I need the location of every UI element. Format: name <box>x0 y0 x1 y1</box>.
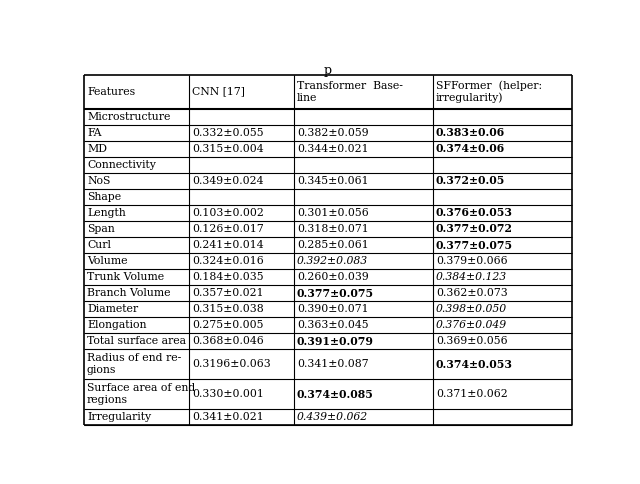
Text: Length: Length <box>87 208 125 218</box>
Text: 0.382±0.059: 0.382±0.059 <box>297 128 369 137</box>
Text: 0.377±0.075: 0.377±0.075 <box>436 240 513 251</box>
Text: 0.363±0.045: 0.363±0.045 <box>297 320 369 331</box>
Text: SFFormer  (helper:
irregularity): SFFormer (helper: irregularity) <box>436 80 542 103</box>
Text: Elongation: Elongation <box>87 320 147 331</box>
Text: 0.377±0.072: 0.377±0.072 <box>436 224 513 234</box>
Text: Microstructure: Microstructure <box>87 111 170 121</box>
Text: Shape: Shape <box>87 192 121 202</box>
Text: Trunk Volume: Trunk Volume <box>87 272 164 282</box>
Text: Curl: Curl <box>87 240 111 250</box>
Text: 0.383±0.06: 0.383±0.06 <box>436 127 505 138</box>
Text: 0.376±0.049: 0.376±0.049 <box>436 320 507 331</box>
Text: 0.260±0.039: 0.260±0.039 <box>297 272 369 282</box>
Text: 0.341±0.021: 0.341±0.021 <box>192 412 264 422</box>
Text: Connectivity: Connectivity <box>87 160 156 170</box>
Text: 0.3196±0.063: 0.3196±0.063 <box>192 359 271 369</box>
Text: Volume: Volume <box>87 256 127 266</box>
Text: 0.368±0.046: 0.368±0.046 <box>192 336 264 347</box>
Text: 0.341±0.087: 0.341±0.087 <box>297 359 369 369</box>
Text: 0.318±0.071: 0.318±0.071 <box>297 224 369 234</box>
Text: 0.439±0.062: 0.439±0.062 <box>297 412 368 422</box>
Text: FA: FA <box>87 128 102 137</box>
Text: 0.372±0.05: 0.372±0.05 <box>436 175 506 186</box>
Text: 0.362±0.073: 0.362±0.073 <box>436 288 508 298</box>
Text: 0.374±0.06: 0.374±0.06 <box>436 143 505 154</box>
Text: 0.374±0.053: 0.374±0.053 <box>436 359 513 370</box>
Text: 0.344±0.021: 0.344±0.021 <box>297 144 369 153</box>
Text: p: p <box>324 64 332 76</box>
Text: 0.275±0.005: 0.275±0.005 <box>192 320 264 331</box>
Text: 0.330±0.001: 0.330±0.001 <box>192 389 264 399</box>
Text: 0.376±0.053: 0.376±0.053 <box>436 208 513 218</box>
Text: Surface area of end
regions: Surface area of end regions <box>87 383 195 405</box>
Text: 0.324±0.016: 0.324±0.016 <box>192 256 264 266</box>
Text: 0.357±0.021: 0.357±0.021 <box>192 288 264 298</box>
Text: 0.369±0.056: 0.369±0.056 <box>436 336 508 347</box>
Text: Span: Span <box>87 224 115 234</box>
Text: 0.349±0.024: 0.349±0.024 <box>192 176 264 186</box>
Text: 0.377±0.075: 0.377±0.075 <box>297 287 374 299</box>
Text: Irregularity: Irregularity <box>87 412 151 422</box>
Text: 0.390±0.071: 0.390±0.071 <box>297 304 369 314</box>
Text: Features: Features <box>87 87 135 97</box>
Text: MD: MD <box>87 144 107 153</box>
Text: 0.241±0.014: 0.241±0.014 <box>192 240 264 250</box>
Text: 0.332±0.055: 0.332±0.055 <box>192 128 264 137</box>
Text: 0.184±0.035: 0.184±0.035 <box>192 272 264 282</box>
Text: Transformer  Base-
line: Transformer Base- line <box>297 81 403 103</box>
Text: 0.374±0.085: 0.374±0.085 <box>297 389 374 400</box>
Text: 0.391±0.079: 0.391±0.079 <box>297 336 374 347</box>
Text: Diameter: Diameter <box>87 304 138 314</box>
Text: 0.285±0.061: 0.285±0.061 <box>297 240 369 250</box>
Text: 0.301±0.056: 0.301±0.056 <box>297 208 369 218</box>
Text: 0.126±0.017: 0.126±0.017 <box>192 224 264 234</box>
Text: 0.379±0.066: 0.379±0.066 <box>436 256 508 266</box>
Text: NoS: NoS <box>87 176 110 186</box>
Text: 0.345±0.061: 0.345±0.061 <box>297 176 369 186</box>
Text: Total surface area: Total surface area <box>87 336 186 347</box>
Text: 0.384±0.123: 0.384±0.123 <box>436 272 507 282</box>
Text: Branch Volume: Branch Volume <box>87 288 170 298</box>
Text: 0.398±0.050: 0.398±0.050 <box>436 304 507 314</box>
Text: CNN [17]: CNN [17] <box>192 87 244 97</box>
Text: 0.392±0.083: 0.392±0.083 <box>297 256 368 266</box>
Text: 0.103±0.002: 0.103±0.002 <box>192 208 264 218</box>
Text: Radius of end re-
gions: Radius of end re- gions <box>87 353 181 376</box>
Text: 0.315±0.038: 0.315±0.038 <box>192 304 264 314</box>
Text: 0.315±0.004: 0.315±0.004 <box>192 144 264 153</box>
Text: 0.371±0.062: 0.371±0.062 <box>436 389 508 399</box>
